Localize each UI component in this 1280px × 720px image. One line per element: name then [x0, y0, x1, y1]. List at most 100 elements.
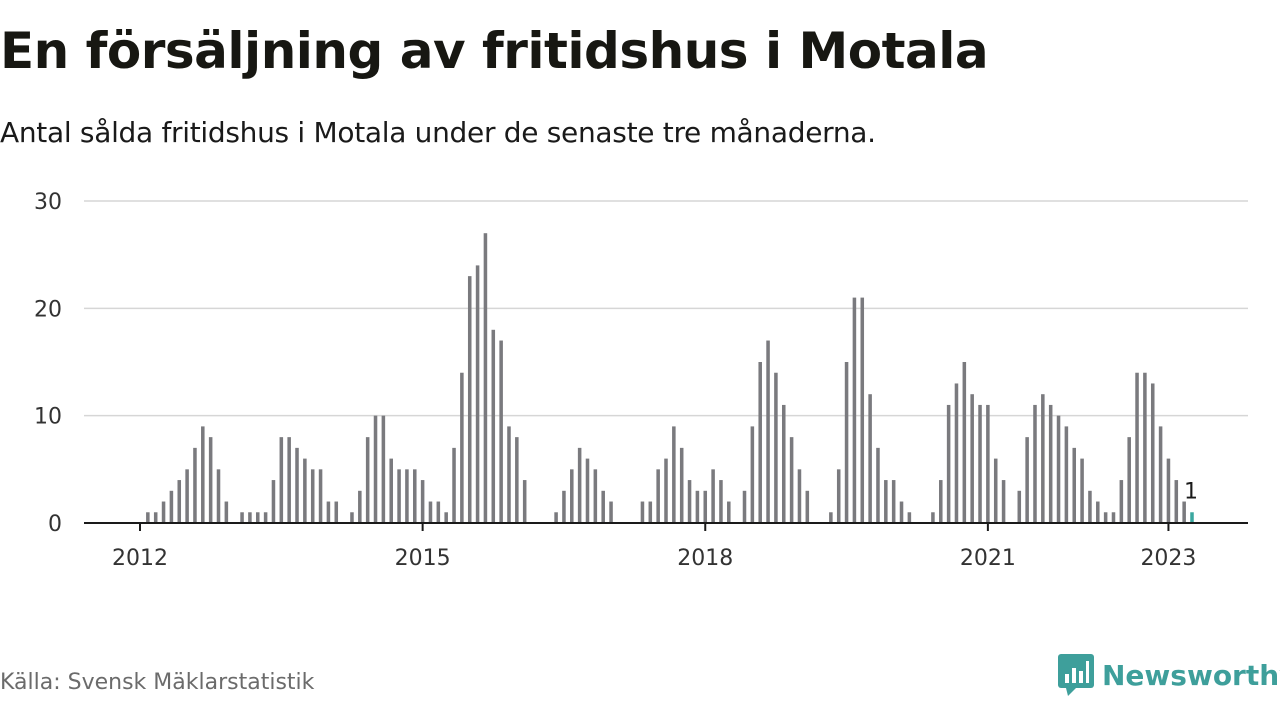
bar: [507, 426, 511, 523]
bar: [169, 490, 174, 523]
bar: [703, 490, 708, 523]
bar: [672, 426, 676, 523]
bar: [1174, 480, 1179, 523]
bar-chart: 0 10 20 30 1 2012 2015 2018 2021 2023: [34, 190, 1248, 571]
bar: [381, 415, 386, 523]
bar: [836, 469, 841, 523]
bar: [271, 480, 276, 523]
bar: [1166, 458, 1171, 523]
source-note: Källa: Svensk Mäklarstatistik: [0, 670, 315, 695]
bar: [876, 447, 880, 523]
bar: [962, 362, 967, 523]
bar: [1143, 372, 1147, 523]
bar: [1182, 501, 1186, 523]
bar: [1064, 426, 1069, 523]
bar: [428, 501, 433, 523]
bar: [695, 490, 700, 523]
x-tick-label: 2018: [677, 546, 733, 571]
bar: [711, 469, 715, 523]
x-tick-label: 2015: [395, 546, 451, 571]
bar: [1127, 437, 1131, 523]
bar: [797, 469, 802, 523]
bar: [570, 469, 574, 523]
bar: [766, 340, 770, 523]
bar: [939, 480, 943, 523]
bar: [365, 437, 370, 523]
bar: [1096, 501, 1100, 523]
bar: [1001, 480, 1006, 523]
bar: [475, 265, 480, 523]
bar: [891, 480, 896, 523]
bar: [727, 501, 731, 523]
bar: [742, 490, 747, 523]
y-tick-label: 0: [48, 512, 62, 537]
bar: [774, 372, 778, 523]
bar: [577, 447, 582, 523]
bar: [1072, 447, 1077, 523]
bar: [193, 447, 197, 523]
bar: [420, 480, 425, 523]
bar: [452, 447, 456, 523]
bar: [522, 480, 527, 523]
bar: [860, 297, 865, 523]
bar: [750, 426, 755, 523]
bar: [389, 458, 393, 523]
bar: [781, 404, 786, 523]
newsworthy-logo-icon: [1058, 654, 1094, 696]
bar: [829, 512, 833, 523]
brand-name: Newsworthy: [1102, 658, 1280, 692]
bar: [216, 469, 221, 523]
bar: [1033, 404, 1037, 523]
bar: [986, 404, 990, 523]
y-tick-label: 10: [34, 405, 62, 430]
bar: [201, 426, 205, 523]
bar: [789, 437, 794, 523]
bar: [954, 383, 959, 523]
bar: [263, 512, 268, 523]
bar: [303, 458, 307, 523]
bar: [931, 512, 935, 523]
bar: [1158, 426, 1163, 523]
bar: [844, 362, 849, 523]
bar: [491, 329, 496, 523]
y-tick-label: 20: [34, 297, 62, 322]
chart-title: En försäljning av fritidshus i Motala: [0, 22, 989, 80]
bar: [436, 501, 441, 523]
bar: [208, 437, 213, 523]
bar: [687, 480, 692, 523]
bar: [240, 512, 244, 523]
bar: [1111, 512, 1116, 523]
bar: [397, 469, 401, 523]
bar: [1119, 480, 1124, 523]
bar: [1041, 394, 1045, 523]
bar: [515, 437, 519, 523]
bar: [334, 501, 339, 523]
bar: [852, 297, 857, 523]
bar: [601, 490, 605, 523]
bar: [758, 362, 762, 523]
bar: [719, 480, 723, 523]
bar: [460, 372, 464, 523]
bar: [146, 512, 150, 523]
bar: [224, 501, 229, 523]
bar: [946, 404, 951, 523]
x-tick-label: 2021: [960, 546, 1016, 571]
bar: [279, 437, 284, 523]
newsworthy-logo: Newsworthy: [1058, 654, 1280, 696]
bar: [899, 501, 904, 523]
bar: [185, 469, 189, 523]
bar: [1080, 458, 1084, 523]
bar: [970, 394, 974, 523]
bar: [295, 447, 299, 523]
bar: [358, 490, 362, 523]
bar: [593, 469, 598, 523]
bar: [585, 458, 590, 523]
bar: [1025, 437, 1029, 523]
bar: [805, 490, 810, 523]
bar: [1150, 383, 1155, 523]
bar: [444, 512, 448, 523]
bar: [161, 501, 166, 523]
bar: [467, 276, 472, 523]
bar: [405, 469, 409, 523]
bar: [483, 233, 488, 523]
